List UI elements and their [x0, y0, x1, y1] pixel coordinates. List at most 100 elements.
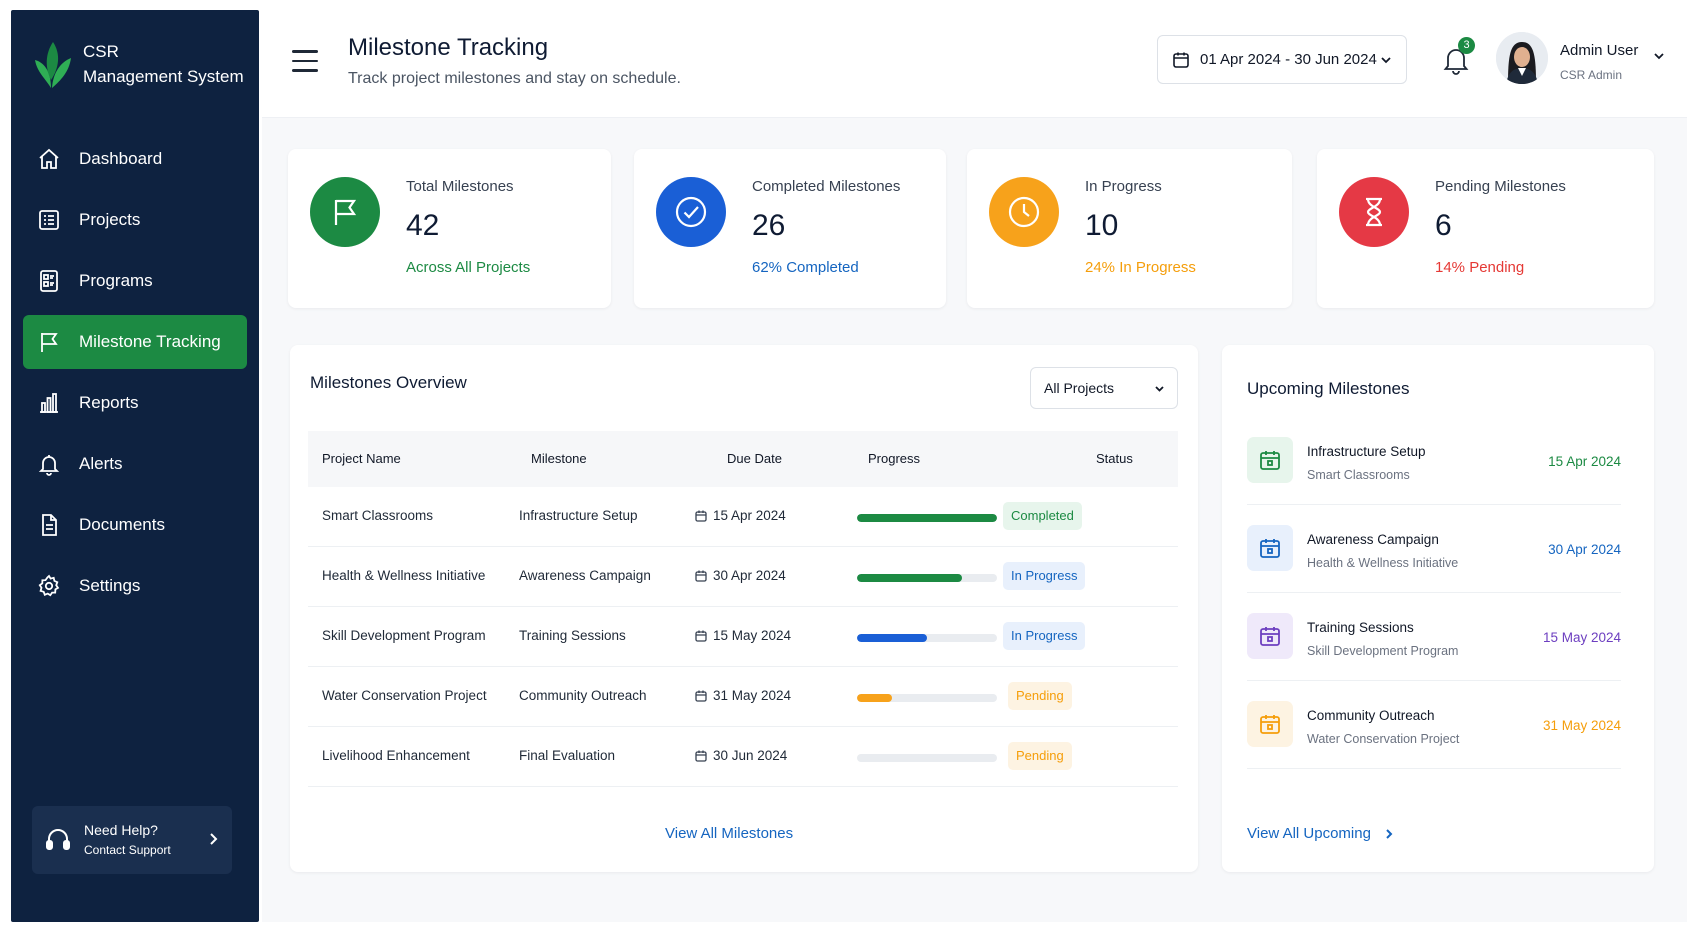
upcoming-milestone-date: 15 Apr 2024: [1548, 454, 1621, 469]
projects-icon: [39, 210, 59, 230]
calendar-icon: [695, 750, 707, 762]
stat-subtext: 24% In Progress: [1085, 259, 1196, 276]
sidebar-item-documents[interactable]: Documents: [23, 498, 247, 552]
upcoming-icon-tile: [1247, 701, 1293, 747]
calendar-icon: [1260, 539, 1280, 558]
brand-name: CSR Management System: [83, 39, 244, 89]
cell-due-date: 15 May 2024: [695, 628, 791, 643]
user-menu-chevron-icon[interactable]: [1653, 50, 1665, 62]
upcoming-milestone-title: Infrastructure Setup: [1307, 444, 1426, 459]
upcoming-milestone-item[interactable]: Awareness Campaign Health & Wellness Init…: [1247, 505, 1621, 593]
sidebar-item-reports[interactable]: Reports: [23, 376, 247, 430]
sidebar-item-label: Projects: [79, 210, 141, 229]
flag-icon: [334, 199, 357, 225]
sidebar-item-label: Milestone Tracking: [79, 332, 221, 351]
calendar-icon: [1173, 52, 1189, 68]
view-all-milestones-link[interactable]: View All Milestones: [665, 825, 794, 842]
cell-project-name: Water Conservation Project: [322, 688, 487, 703]
stat-subtext: Across All Projects: [406, 259, 531, 276]
page-title: Milestone Tracking: [348, 34, 549, 61]
milestones-overview-card: Milestones Overview All Projects Project…: [290, 345, 1198, 872]
sidebar-item-dashboard[interactable]: Dashboard: [23, 132, 247, 186]
upcoming-milestone-item[interactable]: Infrastructure Setup Smart Classrooms 15 A…: [1247, 417, 1621, 505]
chevron-down-icon: [1155, 386, 1164, 392]
progress-bar-fill: [857, 694, 892, 702]
sidebar-item-milestone-tracking[interactable]: Milestone Tracking: [23, 315, 247, 369]
menu-toggle-button[interactable]: [292, 50, 318, 72]
sidebar-nav: Dashboard Projects Programs Milestone Tr…: [23, 132, 247, 620]
table-row[interactable]: Smart Classrooms Infrastructure Setup 15 A…: [308, 487, 1178, 547]
cell-due-date-value: 30 Apr 2024: [713, 568, 786, 583]
progress-bar-fill: [857, 514, 997, 522]
upcoming-milestone-title: Training Sessions: [1307, 620, 1414, 635]
upcoming-icon-tile: [1247, 613, 1293, 659]
chevron-right-icon: [1386, 828, 1393, 839]
table-row[interactable]: Water Conservation Project Community Outr…: [308, 667, 1178, 727]
leaf-logo-icon: [35, 42, 71, 88]
stat-value: 6: [1435, 209, 1452, 242]
upcoming-milestone-project: Skill Development Program: [1307, 644, 1459, 658]
view-all-upcoming-label: View All Upcoming: [1247, 825, 1371, 842]
upcoming-icon-tile: [1247, 525, 1293, 571]
help-title: Need Help?: [84, 822, 158, 838]
stat-card-pending: Pending Milestones 6 14% Pending: [1317, 149, 1654, 308]
upcoming-milestone-project: Health & Wellness Initiative: [1307, 556, 1459, 570]
cell-due-date: 15 Apr 2024: [695, 508, 786, 523]
brand-line-1: CSR: [83, 42, 119, 61]
view-all-upcoming-link[interactable]: View All Upcoming: [1247, 825, 1395, 842]
help-card[interactable]: Need Help? Contact Support: [32, 806, 232, 874]
bar-chart-icon: [40, 393, 58, 413]
project-filter-select[interactable]: All Projects: [1030, 367, 1178, 409]
cell-milestone: Training Sessions: [519, 628, 626, 643]
overview-title: Milestones Overview: [310, 373, 467, 392]
calendar-icon: [695, 630, 707, 642]
upcoming-milestone-title: Awareness Campaign: [1307, 532, 1439, 547]
flag-icon: [41, 333, 58, 352]
help-subtitle: Contact Support: [84, 843, 171, 857]
cell-milestone: Community Outreach: [519, 688, 647, 703]
upcoming-milestone-project: Smart Classrooms: [1307, 468, 1410, 482]
progress-bar: [857, 514, 997, 522]
user-role: CSR Admin: [1560, 68, 1623, 82]
table-header: Project Name Milestone Due Date Progress…: [308, 431, 1178, 487]
progress-bar: [857, 694, 997, 702]
stat-subtext: 62% Completed: [752, 259, 859, 276]
status-badge: In Progress: [1003, 562, 1086, 590]
upcoming-milestone-item[interactable]: Training Sessions Skill Development Progr…: [1247, 593, 1621, 681]
table-row[interactable]: Skill Development Program Training Sessio…: [308, 607, 1178, 667]
brand-logo[interactable]: CSR Management System: [31, 38, 244, 90]
notification-badge: 3: [1458, 37, 1475, 54]
sidebar-item-label: Documents: [79, 515, 165, 534]
cell-milestone: Final Evaluation: [519, 748, 616, 763]
calendar-icon: [1260, 451, 1280, 470]
upcoming-milestone-date: 31 May 2024: [1542, 718, 1621, 733]
programs-icon: [40, 270, 58, 292]
menu-icon-bar: [292, 50, 318, 53]
sidebar-item-programs[interactable]: Programs: [23, 254, 247, 308]
column-header-milestone: Milestone: [531, 451, 587, 466]
sidebar-item-label: Reports: [79, 393, 139, 412]
cell-due-date: 30 Jun 2024: [695, 748, 787, 763]
upcoming-milestones-card: Upcoming Milestones Infrastructure Setup…: [1222, 345, 1654, 872]
project-filter-value: All Projects: [1044, 380, 1115, 396]
cell-due-date-value: 15 May 2024: [713, 628, 792, 643]
column-header-status: Status: [1096, 451, 1133, 466]
upcoming-milestone-item[interactable]: Community Outreach Water Conservation Pro…: [1247, 681, 1621, 769]
sidebar-item-projects[interactable]: Projects: [23, 193, 247, 247]
sidebar-item-settings[interactable]: Settings: [23, 559, 247, 613]
bell-icon: [38, 455, 60, 476]
table-row[interactable]: Health & Wellness Initiative Awareness Ca…: [308, 547, 1178, 607]
user-avatar[interactable]: [1496, 32, 1548, 84]
upcoming-icon-tile: [1247, 437, 1293, 483]
table-row[interactable]: Livelihood Enhancement Final Evaluation 30…: [308, 727, 1178, 787]
sidebar: CSR Management System Dashboard Projects…: [11, 10, 259, 922]
date-range-value: 01 Apr 2024 - 30 Jun 2024: [1200, 51, 1377, 68]
cell-milestone: Awareness Campaign: [519, 568, 651, 583]
sidebar-item-alerts[interactable]: Alerts: [23, 437, 247, 491]
cell-due-date-value: 31 May 2024: [713, 688, 792, 703]
upcoming-milestone-date: 15 May 2024: [1542, 630, 1621, 645]
upcoming-milestone-project: Water Conservation Project: [1307, 732, 1460, 746]
menu-icon-bar: [292, 59, 318, 62]
date-range-picker[interactable]: 01 Apr 2024 - 30 Jun 2024: [1157, 35, 1407, 84]
stat-icon-circle: [989, 177, 1059, 247]
